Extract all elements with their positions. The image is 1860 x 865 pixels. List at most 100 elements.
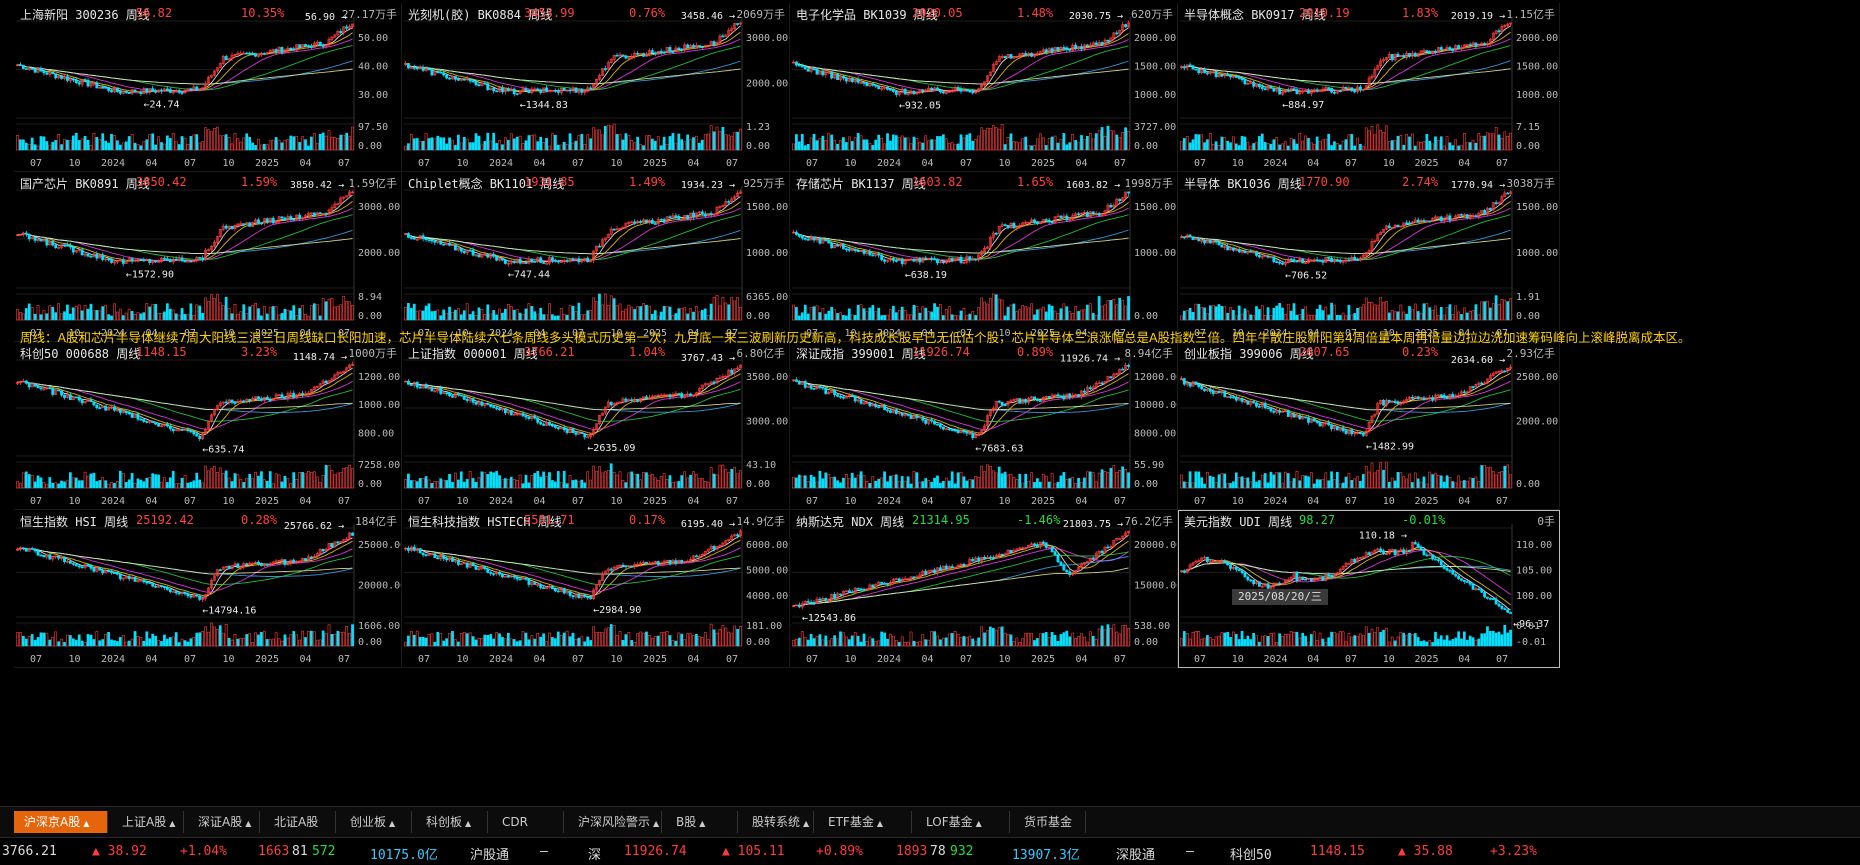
candle-body: [1331, 425, 1333, 429]
volume-bar: [196, 305, 198, 320]
candle-body: [307, 46, 309, 47]
volume-bar: [1420, 482, 1422, 488]
candle-body: [72, 563, 74, 564]
candle-body: [931, 258, 933, 259]
candle-body: [40, 388, 42, 389]
candle-body: [884, 260, 886, 262]
candle-body: [178, 90, 180, 92]
candle-body: [692, 46, 694, 48]
volume-bar: [93, 133, 95, 150]
ma-line: [406, 548, 741, 585]
candle-body: [525, 578, 527, 579]
kline-chart: 3458.46 →←1344.833000.002000.001.230.000…: [402, 3, 790, 172]
volume-bar: [1380, 462, 1382, 488]
candle-body: [419, 549, 421, 553]
candle-body: [1408, 223, 1410, 224]
candle-body: [1238, 249, 1240, 251]
volume-bar: [269, 472, 271, 488]
volume-bar: [519, 136, 521, 150]
kline-chart: 25766.62 →←14794.1625000.0020000.001606.…: [14, 510, 402, 668]
volume-bar: [531, 135, 533, 150]
volume-bar: [1267, 143, 1269, 150]
volume-axis-tick: 1606.00: [358, 621, 400, 632]
volume-bar: [349, 465, 351, 488]
volume-bar: [1452, 146, 1454, 150]
candle-body: [437, 558, 439, 559]
candle-body: [78, 566, 80, 567]
volume-bar: [1098, 473, 1100, 488]
candle-body: [1095, 43, 1097, 45]
candle-body: [966, 432, 968, 433]
volume-bar: [1232, 482, 1234, 488]
volume-bar: [116, 312, 118, 320]
volume-bar: [460, 472, 462, 488]
volume-bar: [989, 298, 991, 320]
volume-bar: [604, 126, 606, 150]
volume-bar: [1033, 482, 1035, 488]
volume-bar: [839, 313, 841, 320]
volume-bar: [1434, 473, 1436, 488]
volume-bar: [566, 315, 568, 320]
volume-bar: [578, 303, 580, 320]
volume-bar: [831, 135, 833, 150]
volume-bar: [175, 142, 177, 150]
candle-body: [895, 260, 897, 261]
candle-body: [137, 414, 139, 420]
candle-body: [1264, 403, 1266, 408]
volume-bar: [548, 304, 550, 320]
volume-bar: [249, 137, 251, 150]
volume-bar: [1186, 482, 1188, 488]
candle-body: [63, 245, 65, 246]
volume-bar: [84, 643, 86, 646]
candle-body: [263, 53, 265, 54]
volume-bar: [1258, 309, 1260, 320]
candle-body: [1328, 257, 1330, 258]
ma-line: [794, 380, 1129, 422]
candle-body: [43, 71, 45, 73]
volume-bar: [1432, 475, 1434, 488]
candle-body: [1066, 216, 1068, 220]
volume-bar: [416, 482, 418, 488]
volume-bar: [593, 298, 595, 320]
volume-bar: [460, 633, 462, 646]
volume-bar: [878, 135, 880, 150]
volume-bar: [1463, 480, 1465, 488]
kline-chart: 2030.75 →←932.052000.001500.001000.00372…: [790, 3, 1178, 172]
volume-bar: [537, 142, 539, 150]
volume-bar: [472, 311, 474, 320]
candle-body: [487, 254, 489, 257]
volume-bar: [31, 138, 33, 150]
candle-body: [1201, 387, 1203, 389]
candle-body: [81, 400, 83, 403]
volume-bar: [219, 136, 221, 150]
volume-bar: [1238, 477, 1240, 488]
volume-bar: [631, 140, 633, 150]
candle-body: [913, 259, 915, 261]
volume-bar: [1066, 307, 1068, 320]
candle-body: [728, 201, 730, 202]
volume-bar: [1238, 306, 1240, 320]
volume-bar: [881, 138, 883, 150]
candle-body: [681, 49, 683, 50]
volume-bar: [598, 130, 600, 150]
volume-bar: [1066, 479, 1068, 488]
candle-body: [528, 90, 530, 93]
candle-body: [443, 73, 445, 75]
candle-body: [472, 250, 474, 255]
volume-bar: [716, 475, 718, 488]
candle-body: [108, 259, 110, 260]
